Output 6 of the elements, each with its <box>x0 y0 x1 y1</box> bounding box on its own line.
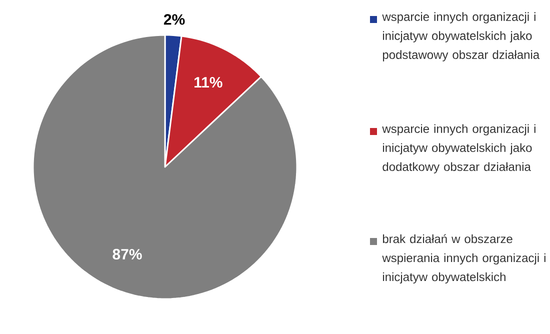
data-label: 11% <box>194 77 222 88</box>
legend-label: wsparcie innych organizacji i inicjatyw obywatelskich jako dodatkowy obszar działania <box>382 124 536 174</box>
data-label: 87% <box>112 248 142 260</box>
legend-label: brak działań w obszarze wspierania innych organizacji i inicjatyw obywatelskich <box>382 234 546 284</box>
legend-label: wsparcie innych organizacji i inicjatyw obywatelskich jako podstawowy obszar działania <box>382 12 540 62</box>
data-label: 2% <box>164 14 185 25</box>
